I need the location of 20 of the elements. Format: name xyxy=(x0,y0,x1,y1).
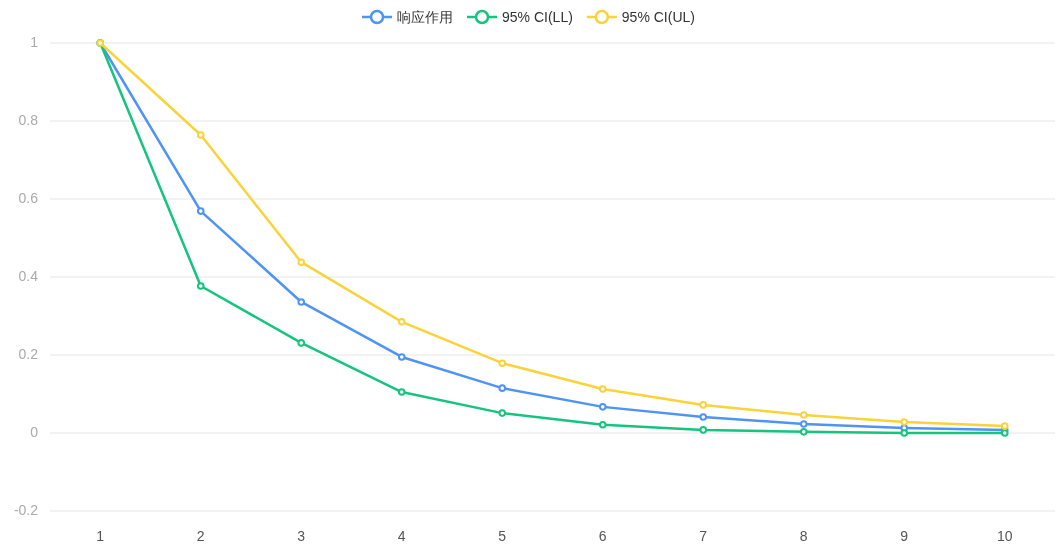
y-tick-label: 0.8 xyxy=(18,112,39,128)
y-tick-label: 1 xyxy=(30,34,39,50)
legend-label: 95% CI(LL) xyxy=(502,9,573,25)
y-tick-label: 0 xyxy=(30,424,39,440)
x-tick-label: 7 xyxy=(699,528,708,544)
x-tick-label: 3 xyxy=(297,528,306,544)
x-tick-label: 2 xyxy=(196,528,205,544)
x-tick-label: 5 xyxy=(498,528,507,544)
y-tick-label: 0.2 xyxy=(18,346,39,362)
x-tick-label: 10 xyxy=(996,528,1013,544)
y-tick-label: -0.2 xyxy=(13,502,39,518)
x-tick-label: 8 xyxy=(799,528,808,544)
x-tick-label: 9 xyxy=(900,528,909,544)
x-tick-label: 4 xyxy=(397,528,406,544)
y-tick-label: 0.6 xyxy=(18,190,39,206)
legend-label: 95% CI(UL) xyxy=(621,9,695,25)
x-tick-label: 6 xyxy=(598,528,607,544)
x-tick-label: 1 xyxy=(96,528,105,544)
legend-label: 响应作用 xyxy=(397,9,454,25)
y-tick-label: 0.4 xyxy=(18,268,39,284)
